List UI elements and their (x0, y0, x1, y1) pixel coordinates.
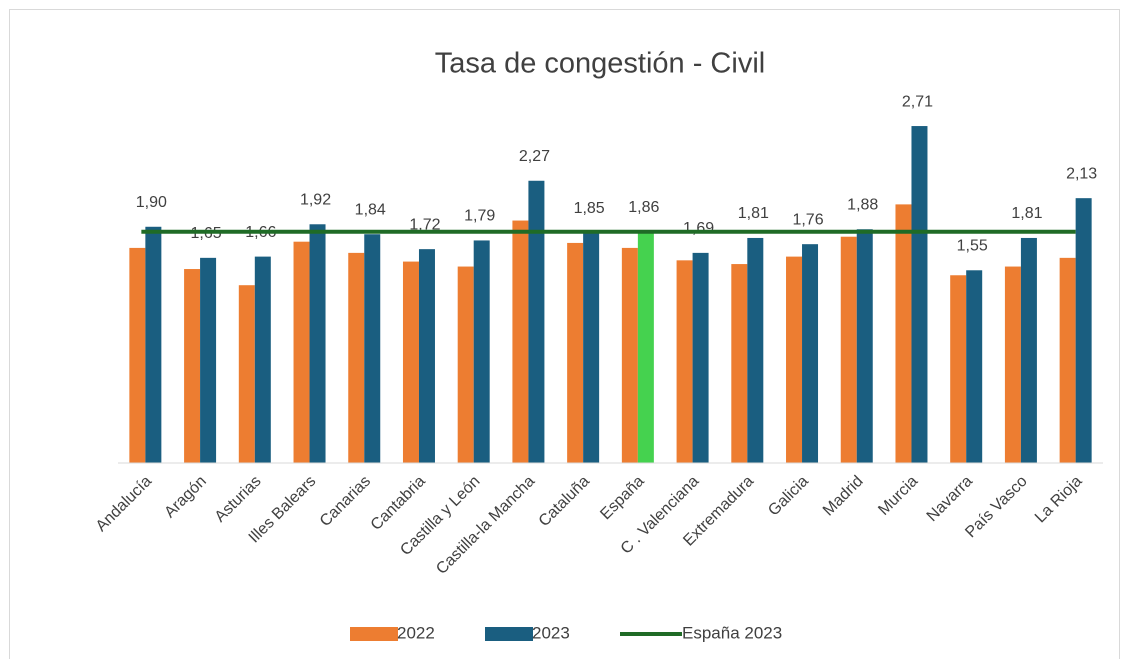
legend-label: 2022 (397, 623, 435, 642)
bar (621, 247, 638, 463)
legend-swatch (485, 627, 533, 641)
bar (1059, 257, 1076, 463)
bar (1004, 266, 1021, 463)
bar (786, 256, 803, 463)
bar (676, 260, 693, 463)
bar (731, 264, 748, 463)
bar (200, 257, 217, 463)
legend-label: España 2023 (682, 623, 782, 642)
bar (1020, 237, 1037, 463)
bar (692, 252, 709, 463)
data-label: 1,72 (409, 216, 440, 233)
bar (911, 126, 928, 463)
bar (129, 247, 146, 463)
bar (512, 220, 529, 463)
bar (747, 237, 764, 463)
legend-swatch (350, 627, 398, 641)
data-label: 2,27 (519, 148, 550, 165)
bar (583, 232, 600, 463)
data-label: 1,81 (738, 205, 769, 222)
bar (950, 275, 967, 463)
data-label: 2,13 (1066, 165, 1097, 182)
bar (840, 236, 857, 463)
bar (966, 270, 983, 463)
bar (184, 269, 201, 463)
bar (293, 241, 310, 463)
bar (457, 266, 474, 463)
bar (856, 229, 873, 463)
data-label: 1,81 (1011, 205, 1042, 222)
data-label: 1,85 (574, 200, 605, 217)
bar (418, 249, 435, 463)
legend-label: 2023 (532, 623, 570, 642)
data-label: 1,90 (136, 194, 167, 211)
bar (402, 261, 419, 463)
data-label: 1,79 (464, 208, 495, 225)
data-label: 1,88 (847, 196, 878, 213)
data-label: 1,86 (628, 199, 659, 216)
bar (348, 252, 365, 463)
bar (567, 242, 584, 463)
bar (802, 244, 819, 463)
bar (238, 285, 255, 463)
data-label: 1,69 (683, 220, 714, 237)
data-label: 1,76 (792, 211, 823, 228)
bar (1075, 198, 1092, 464)
data-label: 1,92 (300, 191, 331, 208)
bar (473, 240, 490, 463)
bar (254, 256, 271, 463)
data-label: 2,71 (902, 93, 933, 110)
bar (637, 231, 654, 463)
bar (528, 180, 545, 463)
data-label: 1,84 (355, 201, 386, 218)
bar (364, 234, 381, 463)
bar (145, 226, 162, 463)
bar (309, 224, 326, 463)
chart-title: Tasa de congestión - Civil (435, 48, 765, 80)
data-label: 1,55 (957, 238, 988, 255)
bar (895, 204, 912, 464)
